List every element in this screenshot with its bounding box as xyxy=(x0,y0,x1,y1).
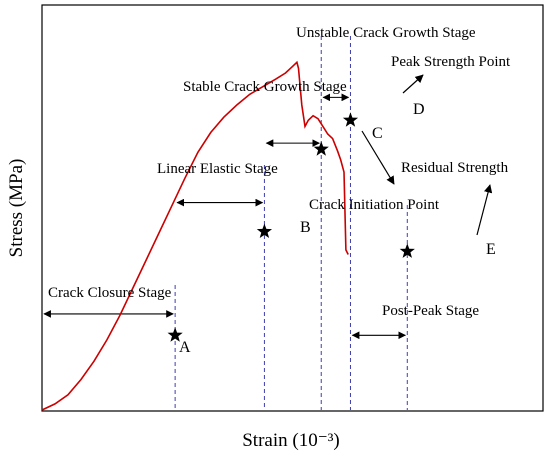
key-point-markers xyxy=(167,112,415,342)
annotation-peak-strength-point: Peak Strength Point xyxy=(391,54,511,70)
crack-initiation-arrow xyxy=(361,130,395,185)
star-marker-a xyxy=(167,327,183,342)
stage-label-crack-closure: Crack Closure Stage xyxy=(48,285,172,301)
stage-label-linear-elastic: Linear Elastic Stage xyxy=(157,161,278,177)
stage-label-unstable-crack-growth: Unstable Crack Growth Stage xyxy=(296,25,476,41)
plot-area-border xyxy=(41,4,544,412)
axes-frame xyxy=(41,4,544,412)
point-label-e: E xyxy=(486,241,496,258)
point-label-d: D xyxy=(413,101,425,118)
annotation-residual-strength: Residual Strength xyxy=(401,160,509,176)
point-label-a: A xyxy=(179,339,191,356)
y-axis-title: Stress (MPa) xyxy=(6,159,27,258)
star-marker-c xyxy=(313,141,329,156)
annotation-crack-initiation-point: Crack Initiation Point xyxy=(309,197,440,213)
x-axis-title: Strain (10⁻³) xyxy=(242,430,340,451)
peak-strength-arrow xyxy=(402,74,424,94)
point-label-b: B xyxy=(300,219,311,236)
star-marker-b xyxy=(256,223,273,239)
stage-label-post-peak: Post-Peak Stage xyxy=(382,303,479,319)
stage-boundary-lines xyxy=(174,36,408,410)
point-label-c: C xyxy=(372,125,383,142)
stage-arrows xyxy=(43,93,407,340)
annotation-arrows xyxy=(361,74,493,236)
star-marker-e xyxy=(399,243,415,258)
series-line-stress-strain xyxy=(41,60,349,411)
residual-strength-arrow xyxy=(476,184,493,236)
stage-label-stable-crack-growth: Stable Crack Growth Stage xyxy=(183,79,347,95)
star-marker-d xyxy=(342,112,359,127)
